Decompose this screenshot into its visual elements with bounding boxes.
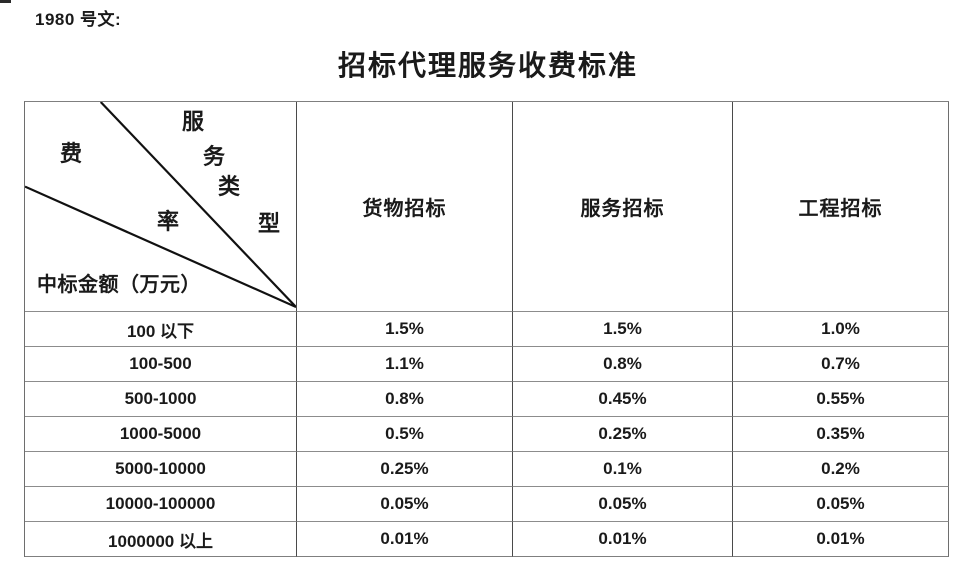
- diagonal-line-lower: [25, 185, 296, 309]
- column-header-goods: 货物招标: [297, 102, 513, 312]
- row-amount: 100-500: [25, 347, 297, 382]
- rate-cell: 0.05%: [733, 487, 949, 522]
- rate-cell: 0.35%: [733, 417, 949, 452]
- column-header-engineering: 工程招标: [733, 102, 949, 312]
- corner-fee-rate-char: 率: [157, 209, 180, 234]
- row-amount: 1000000 以上: [25, 522, 297, 557]
- rate-cell: 0.2%: [733, 452, 949, 487]
- rate-cell: 0.05%: [297, 487, 513, 522]
- rate-cell: 1.0%: [733, 312, 949, 347]
- rate-cell: 0.25%: [297, 452, 513, 487]
- rate-cell: 0.8%: [297, 382, 513, 417]
- corner-service-type-char: 服: [182, 109, 205, 134]
- table-corner-header-cell: 服 费 务 类 率 型 中标金额（万元）: [25, 102, 297, 312]
- diagonal-divider-lines: [25, 102, 296, 309]
- row-amount: 500-1000: [25, 382, 297, 417]
- rate-cell: 0.25%: [513, 417, 733, 452]
- rate-cell: 0.05%: [513, 487, 733, 522]
- row-amount: 100 以下: [25, 312, 297, 347]
- rate-cell: 1.5%: [513, 312, 733, 347]
- rate-cell: 0.1%: [513, 452, 733, 487]
- diagonal-line-upper: [99, 102, 296, 308]
- row-amount: 10000-100000: [25, 487, 297, 522]
- rate-cell: 0.5%: [297, 417, 513, 452]
- rate-cell: 1.5%: [297, 312, 513, 347]
- rate-cell: 0.45%: [513, 382, 733, 417]
- corner-amount-label: 中标金额（万元）: [37, 274, 201, 296]
- fee-standard-table: 服 费 务 类 率 型 中标金额（万元） 货物招标 服务招标 工程招标 100 …: [24, 101, 949, 557]
- row-amount: 1000-5000: [25, 417, 297, 452]
- rate-cell: 0.01%: [297, 522, 513, 557]
- corner-service-type-char: 务: [203, 144, 226, 169]
- corner-service-type-char: 类: [218, 174, 241, 199]
- column-header-service: 服务招标: [513, 102, 733, 312]
- rate-cell: 0.01%: [733, 522, 949, 557]
- page-title: 招标代理服务收费标准: [337, 51, 638, 82]
- row-amount: 5000-10000: [25, 452, 297, 487]
- scan-artifact-mark: [0, 0, 11, 3]
- corner-fee-rate-char: 费: [60, 141, 83, 166]
- rate-cell: 1.1%: [297, 347, 513, 382]
- rate-cell: 0.55%: [733, 382, 949, 417]
- corner-service-type-char: 型: [258, 211, 281, 236]
- rate-cell: 0.7%: [733, 347, 949, 382]
- doc-ref-label: 1980 号文:: [35, 10, 122, 29]
- rate-cell: 0.01%: [513, 522, 733, 557]
- rate-cell: 0.8%: [513, 347, 733, 382]
